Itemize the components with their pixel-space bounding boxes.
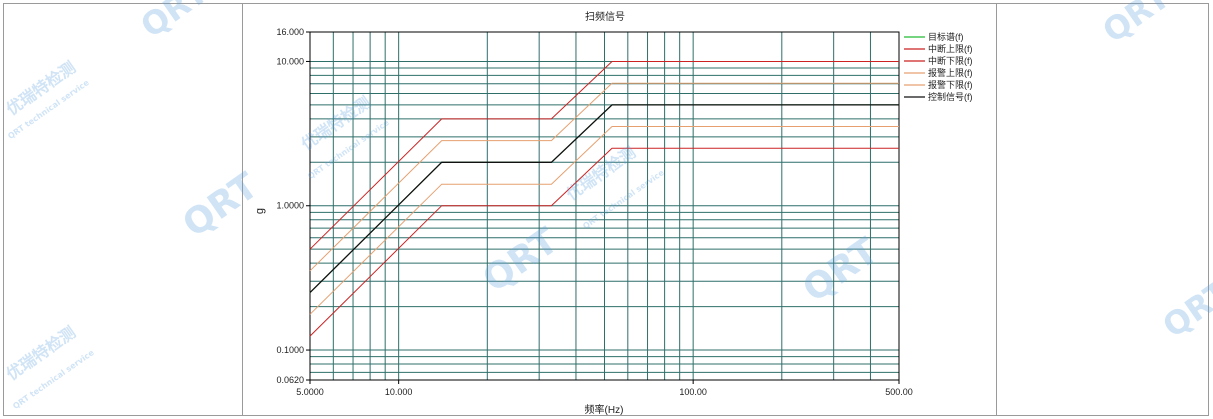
series-line-4 — [309, 82, 899, 272]
series-line-5 — [309, 126, 899, 315]
y-axis-label: g — [254, 208, 266, 214]
series-lines — [309, 61, 899, 337]
legend-label: 中断上限(f) — [928, 43, 973, 54]
series-line-6 — [309, 104, 899, 294]
column-divider-right — [996, 3, 997, 416]
y-tick-label: 0.1000 — [276, 345, 304, 355]
x-axis-label: 频率(Hz) — [585, 403, 624, 416]
legend-label: 报警下限(f) — [928, 79, 973, 90]
legend-label: 控制信号(f) — [928, 91, 973, 102]
x-tick-label: 500.00 — [885, 387, 913, 397]
x-tick-label: 10.000 — [385, 387, 413, 397]
legend: 目标谱(f)中断上限(f)中断下限(f)报警上限(f)报警下限(f)控制信号(f… — [904, 31, 973, 102]
y-tick-label: 16.000 — [276, 27, 304, 37]
x-tick-label: 100.00 — [679, 387, 707, 397]
y-tick-label: 1.0000 — [276, 201, 304, 211]
legend-label: 报警上限(f) — [928, 67, 973, 78]
chart-title: 扫频信号 — [585, 10, 625, 23]
x-tick-label: 5.0000 — [296, 387, 324, 397]
legend-label: 目标谱(f) — [928, 31, 964, 42]
axis-ticks: 5.0000 10.000 100.00 500.00 16.000 10.000 1.00… — [276, 27, 912, 397]
column-divider-left — [242, 3, 243, 416]
y-tick-label: 0.0620 — [276, 375, 304, 385]
series-line-2 — [309, 61, 899, 250]
legend-label: 中断下限(f) — [928, 55, 973, 66]
grid — [310, 32, 899, 380]
series-line-3 — [309, 147, 899, 337]
y-tick-label: 10.000 — [276, 56, 304, 66]
outer-frame — [3, 3, 1209, 416]
